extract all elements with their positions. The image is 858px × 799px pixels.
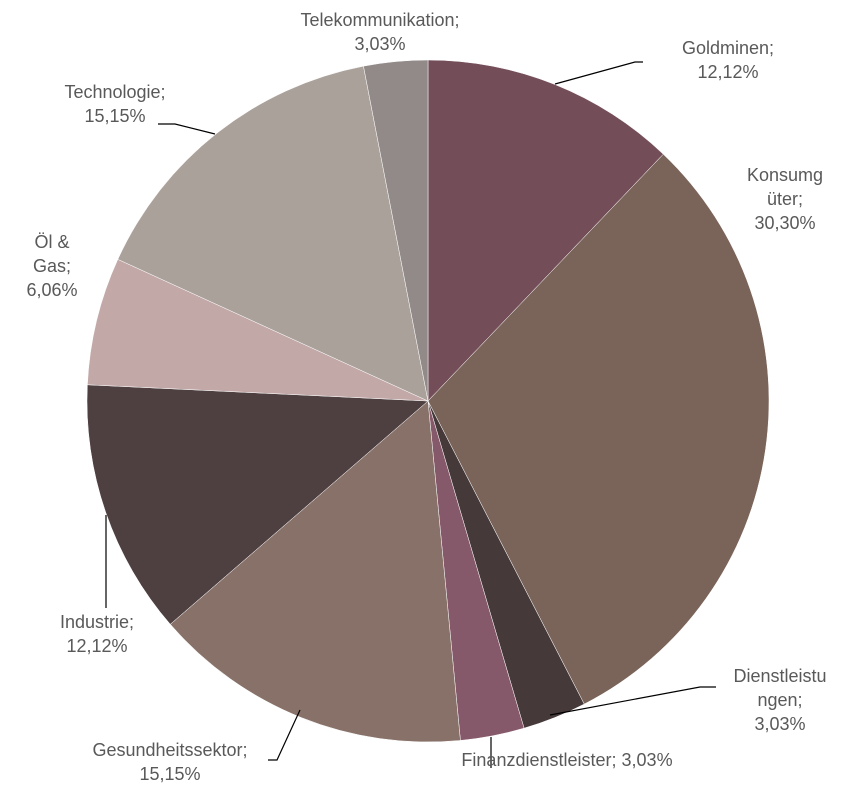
separator: ;: [454, 10, 460, 30]
pie-slice: [117, 65, 429, 402]
leader-line: [554, 61, 643, 85]
pie-slice: [87, 259, 429, 402]
category-name: Konsumgüter: [746, 165, 824, 209]
data-label: Dienstleistungen; 3,03%: [732, 664, 828, 736]
value-label: 3,03%: [621, 750, 673, 770]
pie-slice: [169, 400, 461, 743]
value-label: 6,06%: [26, 280, 78, 300]
value-label: 15,15%: [84, 106, 146, 126]
data-label: Goldminen; 12,12%: [668, 36, 788, 84]
separator: ;: [797, 690, 803, 710]
pie-slice: [86, 384, 429, 625]
separator: ;: [611, 750, 617, 770]
pie-slice: [363, 59, 429, 402]
category-name: Technologie: [64, 82, 161, 102]
data-label: Telekommunikation; 3,03%: [280, 8, 480, 56]
value-label: 3,03%: [354, 34, 406, 54]
pie-slice: [427, 59, 664, 402]
value-label: 15,15%: [139, 764, 201, 784]
data-label: Öl & Gas; 6,06%: [22, 230, 82, 302]
leader-line: [549, 686, 716, 716]
pie-slice: [427, 153, 770, 705]
category-name: Dienstleistungen: [733, 666, 827, 710]
data-label: Konsumgüter; 30,30%: [743, 163, 827, 235]
category-name: Industrie: [59, 612, 130, 632]
value-label: 30,30%: [754, 213, 816, 233]
value-label: 3,03%: [754, 714, 806, 734]
value-label: 12,12%: [66, 636, 128, 656]
leader-line: [268, 709, 301, 761]
separator: ;: [242, 740, 248, 760]
category-name: Goldminen: [681, 38, 770, 58]
separator: ;: [769, 38, 775, 58]
separator: ;: [798, 189, 804, 209]
category-name: Telekommunikation: [300, 10, 455, 30]
value-label: 12,12%: [697, 62, 759, 82]
separator: ;: [129, 612, 135, 632]
data-label: Gesundheitssektor; 15,15%: [75, 738, 265, 786]
data-label: Finanzdienstleister; 3,03%: [417, 748, 717, 772]
data-label: Technologie; 15,15%: [45, 80, 185, 128]
separator: ;: [160, 82, 166, 102]
separator: ;: [66, 256, 72, 276]
category-name: Öl & Gas: [32, 232, 70, 276]
leader-line: [158, 123, 216, 135]
category-name: Gesundheitssektor: [92, 740, 243, 760]
category-name: Finanzdienstleister: [461, 750, 612, 770]
data-label: Industrie; 12,12%: [42, 610, 152, 658]
